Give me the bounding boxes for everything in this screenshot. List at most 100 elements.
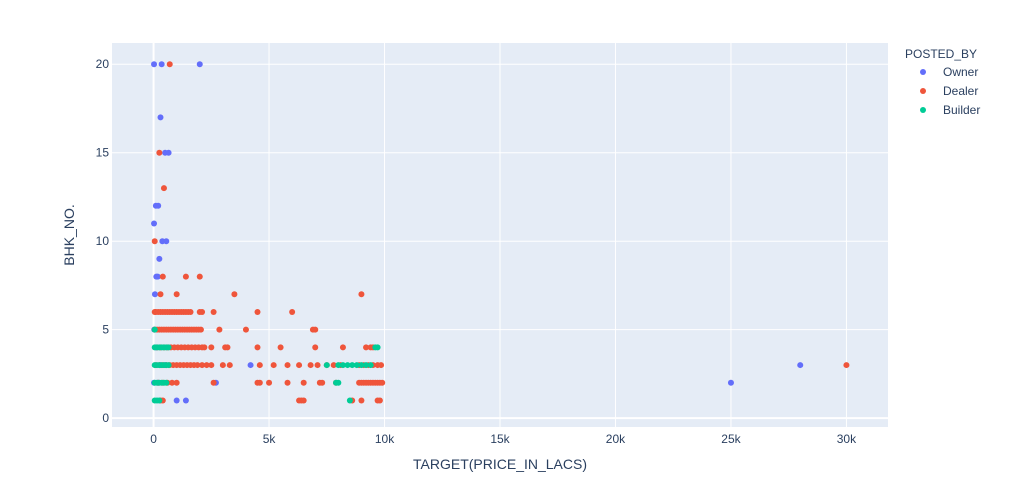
data-point xyxy=(159,273,166,280)
data-point xyxy=(226,362,233,369)
data-point xyxy=(156,149,163,156)
data-point xyxy=(358,397,365,404)
data-point xyxy=(151,326,158,333)
data-point xyxy=(216,326,223,333)
y-tick-label: 20 xyxy=(96,57,110,71)
data-point xyxy=(199,308,206,315)
legend-label-dealer: Dealer xyxy=(943,84,978,98)
data-point xyxy=(349,362,356,369)
data-point xyxy=(157,291,164,298)
data-point xyxy=(256,362,263,369)
data-point xyxy=(843,362,850,369)
data-point xyxy=(165,344,172,351)
data-point xyxy=(314,362,321,369)
data-point xyxy=(151,61,158,68)
data-point xyxy=(335,379,342,386)
x-tick-label: 25k xyxy=(721,432,741,446)
y-tick-label: 10 xyxy=(96,234,110,248)
data-point xyxy=(156,255,163,262)
data-point xyxy=(151,238,158,245)
data-point xyxy=(277,344,284,351)
data-point xyxy=(339,362,346,369)
data-point xyxy=(254,308,261,315)
data-point xyxy=(319,379,326,386)
data-point xyxy=(194,362,201,369)
data-point xyxy=(339,344,346,351)
x-tick-label: 10k xyxy=(375,432,395,446)
data-point xyxy=(208,344,215,351)
data-point xyxy=(157,114,164,121)
data-point xyxy=(158,61,165,68)
data-point xyxy=(284,362,291,369)
legend-marker-builder xyxy=(920,107,926,113)
data-point xyxy=(289,308,296,315)
data-point xyxy=(727,379,734,386)
data-point xyxy=(169,379,176,386)
data-point xyxy=(201,344,208,351)
data-point xyxy=(182,273,189,280)
data-point xyxy=(231,291,238,298)
data-point xyxy=(270,362,277,369)
data-point xyxy=(367,362,374,369)
data-point xyxy=(376,397,383,404)
data-point xyxy=(242,326,249,333)
y-tick-label: 0 xyxy=(102,411,109,425)
data-point xyxy=(173,397,180,404)
data-point xyxy=(163,379,170,386)
x-axis-title: TARGET(PRICE_IN_LACS) xyxy=(413,456,587,472)
data-point xyxy=(165,149,172,156)
data-point xyxy=(247,362,254,369)
data-point xyxy=(300,379,307,386)
data-point xyxy=(166,61,173,68)
data-point xyxy=(196,61,203,68)
data-point xyxy=(160,185,167,192)
data-points xyxy=(151,61,850,404)
data-point xyxy=(203,362,210,369)
data-point xyxy=(330,362,337,369)
data-point xyxy=(210,379,217,386)
data-point xyxy=(156,397,163,404)
data-point xyxy=(151,220,158,227)
data-point xyxy=(151,291,158,298)
legend-marker-dealer xyxy=(920,88,926,94)
x-tick-label: 0 xyxy=(150,432,157,446)
data-point xyxy=(346,397,353,404)
data-point xyxy=(358,362,365,369)
data-point xyxy=(266,379,273,386)
data-point xyxy=(163,238,170,245)
y-tick-label: 5 xyxy=(102,323,109,337)
data-point xyxy=(374,344,381,351)
data-point xyxy=(199,362,206,369)
data-point xyxy=(284,379,291,386)
data-point xyxy=(182,397,189,404)
data-point xyxy=(323,362,330,369)
data-point xyxy=(312,326,319,333)
data-point xyxy=(173,291,180,298)
data-point xyxy=(363,344,370,351)
data-point xyxy=(219,362,226,369)
x-tick-label: 5k xyxy=(263,432,277,446)
data-point xyxy=(307,362,314,369)
series-builder xyxy=(151,326,381,404)
legend-title: POSTED_BY xyxy=(905,47,977,61)
x-tick-label: 15k xyxy=(490,432,510,446)
x-tick-label: 30k xyxy=(837,432,857,446)
y-tick-label: 15 xyxy=(96,146,110,160)
data-point xyxy=(197,326,204,333)
data-point xyxy=(155,202,162,209)
legend-label-owner: Owner xyxy=(943,65,978,79)
data-point xyxy=(353,362,360,369)
data-point xyxy=(173,379,180,386)
data-point xyxy=(187,308,194,315)
data-point xyxy=(224,344,231,351)
data-point xyxy=(363,362,370,369)
data-point xyxy=(378,362,385,369)
data-point xyxy=(165,362,172,369)
x-axis-ticks: 0 5k 10k 15k 20k 25k 30k xyxy=(150,432,857,446)
legend-label-builder: Builder xyxy=(943,103,980,117)
data-point xyxy=(254,344,261,351)
data-point xyxy=(196,273,203,280)
data-point xyxy=(312,344,319,351)
legend: POSTED_BY Owner Dealer Builder xyxy=(905,47,980,117)
